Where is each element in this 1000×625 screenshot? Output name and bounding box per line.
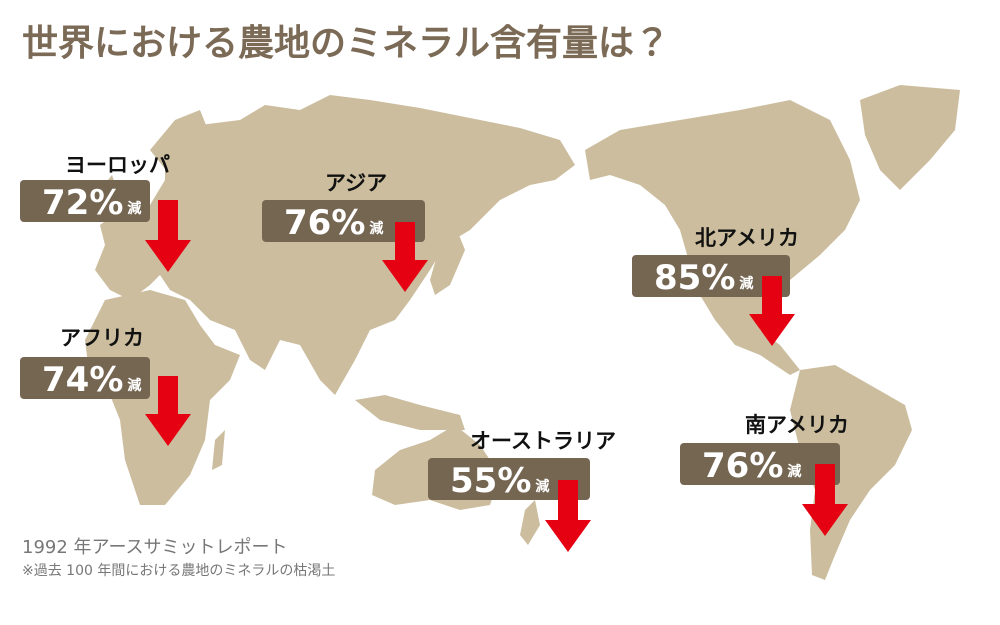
madagascar	[212, 430, 225, 470]
region-name: アフリカ	[60, 326, 144, 350]
down-arrow	[545, 480, 591, 552]
change-unit: 減	[127, 200, 141, 217]
change-value: 74%	[42, 360, 123, 400]
value-box	[632, 255, 790, 297]
change-unit: 減	[369, 220, 383, 237]
regions: ヨーロッパ72% 減アジア76% 減北アメリカ85% 減アフリカ74% 減オーストラリア…	[20, 153, 849, 552]
down-arrow	[382, 222, 428, 292]
greenland	[860, 85, 960, 190]
value-box	[680, 443, 840, 485]
region: 北アメリカ 85% 減	[632, 226, 799, 346]
change-value: 76%	[702, 446, 783, 486]
down-arrow	[145, 376, 191, 446]
world-map	[85, 85, 960, 580]
region-name: 北アメリカ	[695, 226, 799, 250]
title: 世界における農地のミネラル含有量は？	[22, 23, 670, 64]
source-note: ※過去 100 年間における農地のミネラルの枯渇土	[22, 563, 335, 579]
down-arrow	[145, 200, 191, 272]
region: 南アメリカ 76% 減	[680, 413, 849, 536]
north-america	[585, 100, 860, 375]
down-arrow	[749, 276, 795, 346]
change-value: 55%	[450, 461, 531, 501]
new-zealand	[520, 500, 540, 545]
value-box	[262, 200, 425, 242]
value-box	[20, 357, 150, 399]
region-name: 南アメリカ	[745, 413, 849, 437]
region: アフリカ 74% 減	[20, 326, 191, 446]
value-box	[20, 180, 150, 222]
change-value: 76%	[284, 203, 365, 243]
region-name: オーストラリア	[470, 429, 616, 453]
japan	[430, 225, 465, 295]
source: 1992 年アースサミットレポート	[22, 537, 288, 558]
region: ヨーロッパ 72% 減	[20, 153, 191, 272]
change-unit: 減	[787, 463, 801, 480]
region: オーストラリア 55% 減	[428, 429, 616, 552]
change-unit: 減	[535, 478, 549, 495]
change-value: 72%	[42, 183, 123, 223]
change-value: 85%	[654, 258, 735, 298]
eurasia	[95, 95, 575, 395]
down-arrow	[802, 464, 848, 536]
value-box	[428, 458, 590, 500]
change-unit: 減	[127, 377, 141, 394]
region: アジア 76% 減	[262, 171, 428, 292]
scandinavia	[150, 110, 210, 175]
change-unit: 減	[739, 275, 753, 292]
region-name: アジア	[325, 171, 387, 195]
southeast-asia	[355, 395, 465, 430]
region-name: ヨーロッパ	[65, 153, 170, 177]
